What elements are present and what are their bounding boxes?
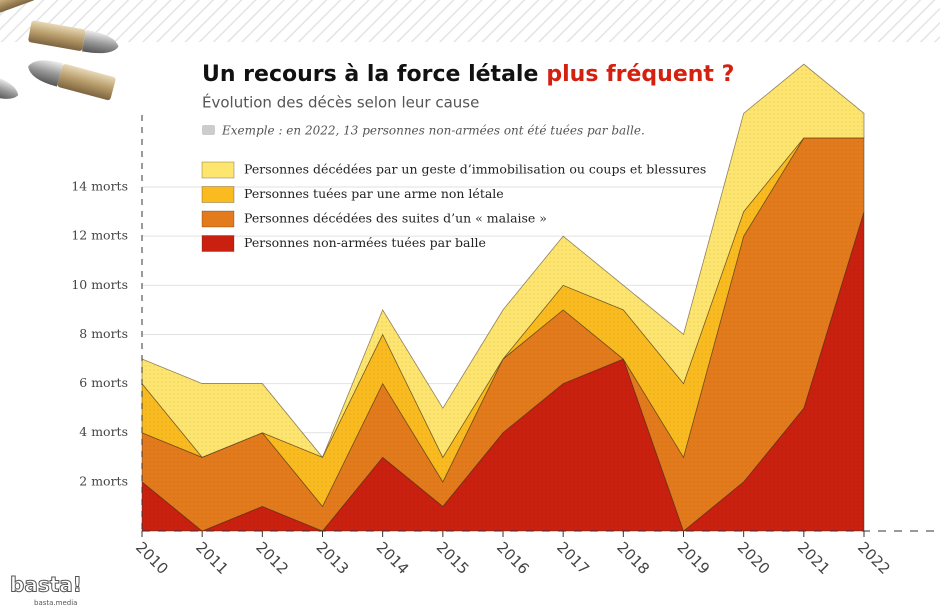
x-tick-label: 2014 bbox=[373, 538, 413, 578]
logo-sub: basta.media bbox=[34, 599, 77, 607]
x-tick-label: 2018 bbox=[613, 538, 653, 578]
y-tick-label: 12 morts bbox=[71, 228, 128, 243]
x-tick-label: 2013 bbox=[312, 538, 352, 578]
x-tick-label: 2017 bbox=[553, 538, 593, 578]
bullet-decoration bbox=[0, 0, 119, 101]
legend-label: Personnes non-armées tuées par balle bbox=[244, 235, 486, 250]
x-tick-label: 2022 bbox=[854, 538, 894, 578]
subtitle: Évolution des décès selon leur cause bbox=[202, 93, 479, 112]
y-tick-label: 14 morts bbox=[71, 179, 128, 194]
x-tick-label: 2012 bbox=[252, 538, 292, 578]
legend-label: Personnes décédées des suites d’un « mal… bbox=[244, 211, 547, 226]
x-tick-label: 2020 bbox=[734, 538, 774, 578]
y-tick-label: 4 morts bbox=[79, 424, 128, 439]
legend-swatch bbox=[201, 235, 235, 252]
x-tick-label: 2015 bbox=[433, 538, 473, 578]
logo: basta! bbox=[10, 573, 82, 597]
x-tick-label: 2010 bbox=[132, 538, 172, 578]
area-texture bbox=[142, 64, 864, 458]
area-texture bbox=[142, 137, 864, 531]
legend-label: Personnes décédées par un geste d’immobi… bbox=[244, 162, 706, 177]
legend-label: Personnes tuées par une arme non létale bbox=[244, 186, 504, 201]
area-texture bbox=[142, 137, 864, 507]
annotation: Exemple : en 2022, 13 personnes non-armé… bbox=[221, 124, 645, 138]
y-tick-label: 10 morts bbox=[71, 277, 128, 292]
y-tick-label: 6 morts bbox=[79, 375, 128, 390]
x-tick-label: 2021 bbox=[794, 538, 834, 578]
y-tick-label: 2 morts bbox=[79, 473, 128, 488]
legend-swatch bbox=[201, 210, 235, 228]
legend: Personnes décédées par un geste d’immobi… bbox=[201, 161, 706, 252]
chart-title-highlight: plus fréquent ? bbox=[546, 62, 734, 87]
chart-title: Un recours à la force létale bbox=[202, 62, 538, 87]
annotation-icon bbox=[202, 125, 215, 135]
legend-swatch bbox=[201, 161, 235, 179]
legend-swatch bbox=[201, 186, 235, 203]
x-tick-label: 2016 bbox=[493, 538, 533, 578]
x-tick-label: 2011 bbox=[192, 538, 232, 578]
area-texture bbox=[142, 211, 864, 531]
x-tick-label: 2019 bbox=[673, 538, 713, 578]
header-stripes bbox=[0, 0, 940, 42]
y-tick-label: 8 morts bbox=[79, 326, 128, 341]
